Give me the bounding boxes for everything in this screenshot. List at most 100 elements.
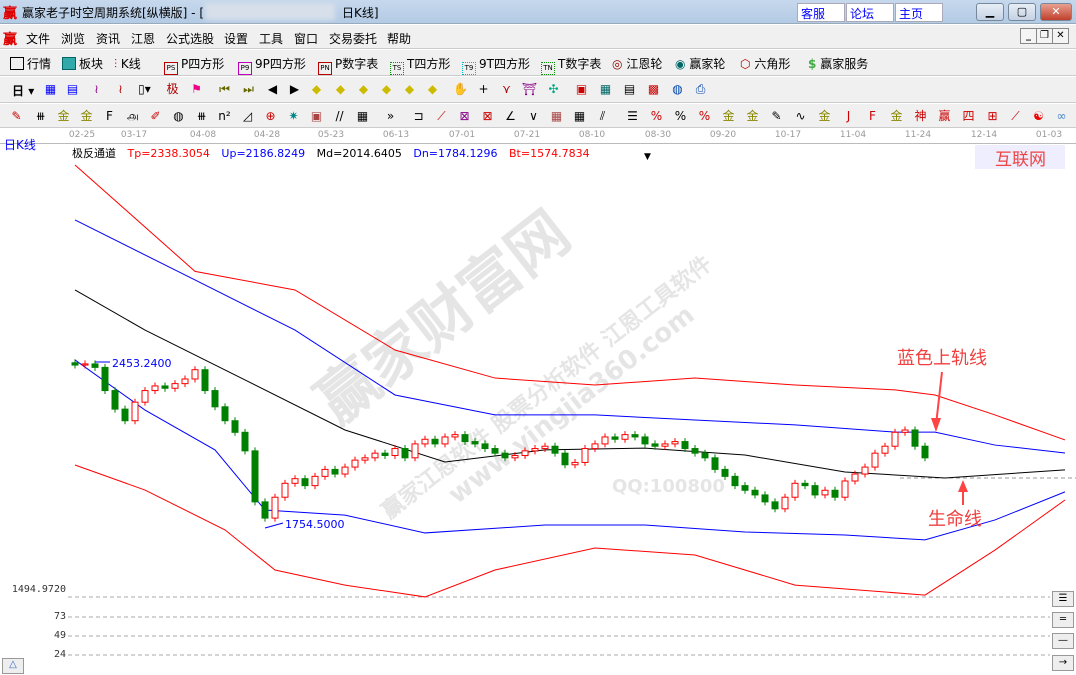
triangle-icon[interactable]: ◿ [242,109,253,123]
mdi-restore-button[interactable]: ❐ [1036,28,1053,44]
wave9-icon[interactable]: ≀ [118,82,123,96]
left-icon[interactable]: ◀ [267,82,278,96]
first-icon[interactable]: ⏮ [219,82,230,96]
save-icon[interactable]: ▩ [647,82,660,96]
p-square-button[interactable]: PS P四方形 [164,55,224,75]
yinyang-icon[interactable]: ☯ [1033,109,1044,123]
angle-icon[interactable]: ∠ [505,109,516,123]
circle-icon[interactable]: ◍ [173,109,184,123]
menu-file[interactable]: 文件 [26,32,51,46]
more-icon[interactable]: » [386,109,395,123]
menu-formula[interactable]: 公式选股 [166,32,215,46]
9t-square-button[interactable]: T9 9T四方形 [462,55,530,75]
last-icon[interactable]: ⏭ [243,82,254,96]
gann-fan-icon[interactable]: ✣ [548,82,559,96]
pen-icon[interactable]: ✎ [11,109,22,123]
link-forum[interactable]: 论坛 [846,3,894,22]
hexagon-button[interactable]: ⬡ 六角形 [740,55,790,72]
gold-icon[interactable]: 金 [57,109,70,123]
cycle-lines-icon[interactable]: ⧻ [196,109,207,123]
square-target-icon[interactable]: ▣ [310,109,323,123]
gold2-icon[interactable]: 金 [80,109,93,123]
levels-icon[interactable]: ☰ [627,109,638,123]
line-tool-icon[interactable]: ⋎ [502,82,511,96]
mdi-close-button[interactable]: ✕ [1052,28,1069,44]
layout-3-button[interactable]: ☰ [1052,591,1074,607]
t-number-button[interactable]: TN T数字表 [541,55,601,75]
gold-circle-icon[interactable]: 金 [722,109,735,123]
percent-icon[interactable]: % [674,109,687,123]
service-button[interactable]: $ 赢家服务 [808,55,868,72]
star-icon[interactable]: ✷ [288,109,299,123]
notes-icon[interactable]: ▤ [66,82,79,96]
hatch-icon[interactable]: ⫽ [599,109,606,123]
chart-type-icon[interactable]: ▦ [44,82,57,96]
zoom-right-icon[interactable]: ◆ [335,82,346,96]
maximize-button[interactable]: ▢ [1008,3,1036,21]
fan-icon[interactable]: ⟋ [437,109,446,123]
calculator-icon[interactable]: ▦ [599,82,612,96]
percent-angle-icon[interactable]: % [650,109,663,123]
right-icon[interactable]: ▶ [289,82,300,96]
menu-trade[interactable]: 交易委托 [329,32,378,46]
zoom-in-icon[interactable]: ◆ [404,82,415,96]
v-icon[interactable]: ∨ [529,109,538,123]
layout-2-button[interactable]: ═ [1052,612,1074,628]
infinity-icon[interactable]: ∞ [1056,109,1067,123]
fib-icon[interactable]: F [106,109,113,123]
menu-window[interactable]: 窗口 [294,32,319,46]
gold-angle-icon[interactable]: 金 [890,109,903,123]
target-icon[interactable]: ⊕ [265,109,276,123]
notebook-icon[interactable]: ▤ [623,82,636,96]
link-customer-service[interactable]: 客服 [797,3,845,22]
menu-settings[interactable]: 设置 [224,32,249,46]
wave3-icon[interactable]: ≀ [94,82,99,96]
menu-gann[interactable]: 江恩 [131,32,156,46]
hand-icon[interactable]: ✋ [453,82,468,96]
gold-lines-icon[interactable]: 金 [746,109,759,123]
menu-help[interactable]: 帮助 [387,32,412,46]
brush-icon[interactable]: ✐ [150,109,161,123]
f-angle-icon[interactable]: F [869,109,876,123]
extreme-icon[interactable]: 极 [166,82,179,96]
j-angle-icon[interactable]: J [846,109,851,123]
network-icon[interactable]: ◍ [672,82,683,96]
parallel-lines-icon[interactable]: ⧻ [35,109,46,123]
win-angle-icon[interactable]: 赢 [938,109,951,123]
print-icon[interactable]: ⎙ [695,82,706,96]
ruler-icon[interactable]: ▦ [356,109,369,123]
layout-1-button[interactable]: — [1052,633,1074,649]
p-number-button[interactable]: PN P数字表 [318,55,378,75]
n2-icon[interactable]: n² [218,109,231,123]
candle-dropdown-icon[interactable]: ▯▾ [138,82,151,96]
close-button[interactable]: ✕ [1040,3,1072,21]
grid-box2-icon[interactable]: ▦ [573,109,586,123]
expand-panel-button[interactable]: △ [2,658,24,674]
link-homepage[interactable]: 主页 [895,3,943,22]
fan-box-icon[interactable]: ⊠ [459,109,470,123]
t-square-button[interactable]: TS T四方形 [390,55,450,75]
spiral-icon[interactable]: ௮ [126,109,139,123]
grid-box-icon[interactable]: ▦ [550,109,563,123]
god-angle-icon[interactable]: 神 [914,109,927,123]
four-angle-icon[interactable]: 四 [962,109,975,123]
chart-line-icon[interactable]: ⟋ [1011,109,1020,123]
percent-lines-icon[interactable]: % [698,109,711,123]
fan-box2-icon[interactable]: ⊠ [482,109,493,123]
gold-red-icon[interactable]: 金 [818,109,831,123]
gann-wheel-button[interactable]: ◎ 江恩轮 [612,55,662,72]
cross-grid-icon[interactable]: ⊞ [987,109,998,123]
9p-square-button[interactable]: P9 9P四方形 [238,55,306,75]
sine-icon[interactable]: ∿ [795,109,806,123]
shrink-icon[interactable]: ◆ [381,82,392,96]
menu-news[interactable]: 资讯 [96,32,121,46]
legend-dropdown-icon[interactable]: ▼ [644,152,651,162]
calendar-icon[interactable]: ▣ [575,82,588,96]
menu-browse[interactable]: 浏览 [61,32,86,46]
yingjia-wheel-button[interactable]: ◉ 赢家轮 [675,55,725,72]
expand-icon[interactable]: ◆ [358,82,369,96]
flag-icon[interactable]: ⚑ [191,82,202,96]
sector-button[interactable]: 板块 [62,55,103,72]
pen-lines-icon[interactable]: ✎ [771,109,782,123]
box-icon[interactable]: ⊐ [413,109,424,123]
